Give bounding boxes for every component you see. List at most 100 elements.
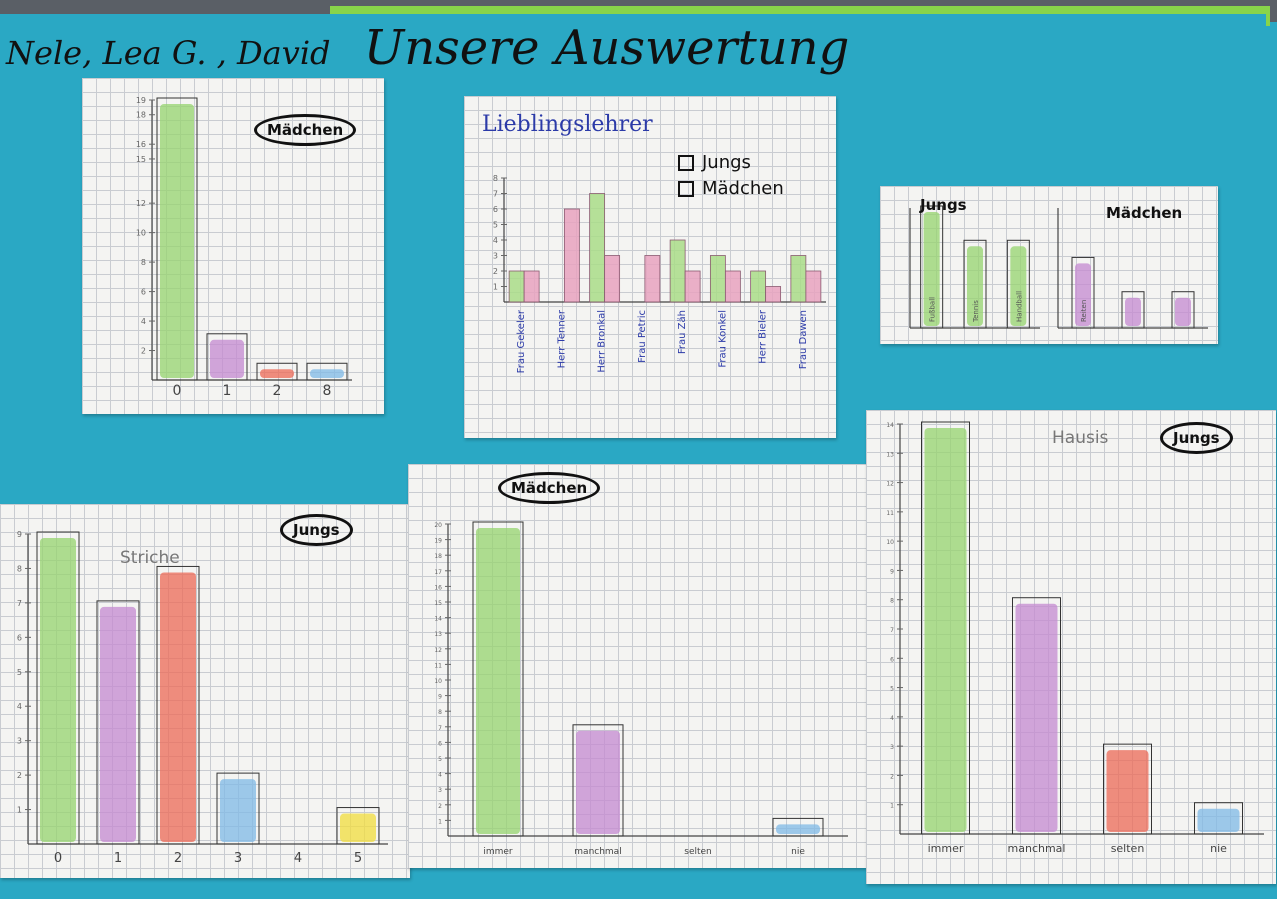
c3b-bar-outline bbox=[1121, 291, 1145, 329]
c4-x-tick-label: 5 bbox=[354, 851, 362, 866]
c1-bar bbox=[260, 369, 294, 378]
c2-y-tick-label: 8 bbox=[493, 174, 498, 183]
c2-bar-maedchen bbox=[604, 255, 621, 303]
c4-y-tick-label: 8 bbox=[17, 564, 22, 573]
c5-bar-outline bbox=[572, 724, 624, 837]
c6-x-tick-label: selten bbox=[1111, 842, 1145, 855]
c1-y-tick-label: 4 bbox=[141, 317, 146, 326]
c6-y-tick-label: 1 bbox=[890, 803, 894, 810]
c3b-bar-outline bbox=[1171, 291, 1195, 329]
c6-x-tick-label: manchmal bbox=[1008, 842, 1066, 855]
c4-y-tick-label: 7 bbox=[17, 599, 22, 608]
c5-x-tick-label: manchmal bbox=[574, 847, 621, 857]
c6-y-tick-label: 13 bbox=[886, 451, 894, 458]
c3b-bar bbox=[1175, 297, 1191, 326]
c1-y-tick-label: 6 bbox=[141, 288, 146, 297]
c2-bar-maedchen bbox=[765, 286, 782, 303]
chart-label-maedchen-1: Mädchen bbox=[254, 114, 357, 146]
c5-bar-outline bbox=[772, 817, 824, 837]
c2-bar-jungs bbox=[750, 270, 767, 303]
c3a-bar bbox=[967, 246, 983, 326]
c1-y-tick-label: 10 bbox=[136, 229, 146, 238]
c4-y-tick-label: 9 bbox=[17, 530, 22, 539]
c6-x-tick-label: nie bbox=[1210, 842, 1227, 855]
c4-y-tick-label: 4 bbox=[17, 702, 22, 711]
c1-x-tick-label: 0 bbox=[173, 383, 182, 399]
c6-bar bbox=[1015, 603, 1058, 832]
c6-y-tick-label: 8 bbox=[890, 598, 894, 605]
c5-bar bbox=[776, 824, 820, 834]
c3b-bar bbox=[1125, 297, 1141, 326]
c6-y-tick-label: 5 bbox=[890, 686, 894, 693]
c4-bar-outline bbox=[336, 807, 380, 845]
c5-x-tick-label: selten bbox=[684, 847, 712, 857]
c2-bar-jungs bbox=[790, 255, 807, 303]
chart-paper-maedchen-2: 1 2 3 4 5 6 7 8 9 10 11 12 13 14 15 16 17 18 19 20 immer manc… bbox=[408, 464, 866, 868]
chart-label-sport-maedchen: Mädchen bbox=[1106, 204, 1183, 222]
c1-bar bbox=[210, 339, 244, 378]
c2-x-tick-label: Frau Gekeler bbox=[516, 309, 527, 373]
legend-item-maedchen: Mädchen bbox=[678, 176, 784, 202]
c2-x-tick-label: Frau Petric bbox=[637, 310, 648, 363]
c2-bar-maedchen bbox=[523, 270, 540, 303]
c1-y-tick-label: 16 bbox=[136, 140, 146, 149]
c2-y-tick-label: 6 bbox=[493, 205, 498, 214]
chart-paper-maedchen-1: 2 4 6 8 10 12 15 16 18 19 0 1 2 8 Mädchen bbox=[82, 78, 384, 414]
c2-bar-maedchen bbox=[684, 270, 701, 303]
c1-y-tick-label: 18 bbox=[136, 111, 146, 120]
c5-y-tick-label: 19 bbox=[434, 538, 442, 545]
c6-bar-outline bbox=[921, 421, 970, 835]
chart-paper-striche: 1 2 3 4 5 6 7 8 9 0 1 2 3 4 5 Jungs Striche bbox=[0, 504, 410, 878]
c4-y-tick-label: 3 bbox=[17, 737, 22, 746]
c4-bar bbox=[40, 538, 76, 842]
c2-y-tick-label: 3 bbox=[493, 252, 498, 261]
c5-y-tick-label: 7 bbox=[438, 725, 442, 732]
c2-bar-jungs bbox=[589, 193, 606, 303]
c2-x-tick-label: Herr Bronkal bbox=[597, 310, 608, 373]
c3a-bar bbox=[923, 212, 940, 326]
c2-bar-jungs bbox=[709, 255, 726, 303]
c5-bar bbox=[576, 730, 620, 834]
c1-bar-outline bbox=[256, 362, 298, 381]
c4-bar-outline bbox=[96, 600, 140, 845]
c3a-x-tick-label: Handball bbox=[1015, 291, 1023, 322]
c4-bar-outline bbox=[36, 531, 80, 845]
c1-bar bbox=[310, 369, 344, 378]
c3b-bar-outline bbox=[1071, 256, 1095, 329]
c2-x-tick-label: Frau Konkel bbox=[717, 310, 728, 368]
c5-y-tick-label: 1 bbox=[438, 818, 442, 825]
legend-swatch-maedchen bbox=[678, 181, 694, 197]
c3b-x-tick-label: Reiten bbox=[1080, 300, 1088, 322]
c4-x-tick-label: 3 bbox=[234, 851, 242, 866]
c6-y-tick-label: 12 bbox=[886, 481, 894, 488]
c4-bar bbox=[220, 779, 256, 842]
c3a-bar bbox=[1010, 246, 1027, 326]
legend-label-jungs: Jungs bbox=[702, 152, 751, 173]
c4-bar-outline bbox=[156, 565, 200, 845]
c4-x-tick-label: 4 bbox=[294, 851, 302, 866]
c4-y-tick-label: 1 bbox=[17, 806, 22, 815]
c4-bar bbox=[100, 606, 136, 842]
chart-label-striche: Jungs bbox=[280, 514, 353, 546]
c1-y-tick-label: 2 bbox=[141, 347, 146, 356]
c2-bar-maedchen bbox=[724, 270, 741, 303]
c5-y-tick-label: 16 bbox=[434, 584, 442, 591]
c6-y-tick-label: 9 bbox=[890, 568, 894, 575]
chart-subtitle-hausis: Hausis bbox=[1052, 428, 1109, 448]
c2-bar-maedchen bbox=[644, 255, 661, 303]
c6-y-tick-label: 3 bbox=[890, 744, 894, 751]
c5-y-tick-label: 4 bbox=[438, 772, 442, 779]
c6-y-tick-label: 6 bbox=[890, 656, 894, 663]
c6-bar bbox=[924, 428, 967, 832]
c5-y-tick-label: 14 bbox=[434, 616, 442, 623]
poster-title: Nele, Lea G. , David Unsere Auswertung bbox=[6, 20, 849, 76]
c4-bar bbox=[160, 572, 196, 842]
c6-y-tick-label: 7 bbox=[890, 627, 894, 634]
c6-y-tick-label: 11 bbox=[886, 510, 894, 517]
c4-y-tick-label: 5 bbox=[17, 668, 22, 677]
chart-label-sport-jungs: Jungs bbox=[920, 196, 967, 214]
legend-item-jungs: Jungs bbox=[678, 150, 784, 176]
chart-title-lieblingslehrer: Lieblingslehrer bbox=[482, 112, 653, 137]
bar-chart-sport: Fußball Tennis Handball Reiten bbox=[909, 205, 1208, 329]
c1-y-tick-label: 12 bbox=[136, 199, 146, 208]
